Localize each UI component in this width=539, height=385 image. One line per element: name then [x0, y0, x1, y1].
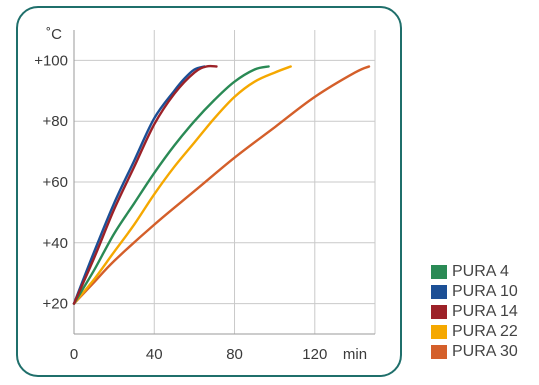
- x-tick-label: 40: [146, 346, 163, 363]
- y-axis-label: ˚C: [46, 26, 62, 43]
- y-tick-label: +60: [43, 174, 68, 191]
- series-line-pura-22: [72, 65, 292, 305]
- chart-frame: [16, 6, 402, 377]
- legend-item-pura-30: PURA 30: [431, 342, 539, 362]
- legend-label: PURA 4: [452, 263, 509, 280]
- y-tick-label: +40: [43, 235, 68, 252]
- legend-swatch: [431, 285, 447, 299]
- legend-item-pura-22: PURA 22: [431, 322, 539, 342]
- legend-label: PURA 22: [452, 323, 518, 340]
- x-tick-label: 120: [302, 346, 327, 363]
- legend-item-pura-14: PURA 14: [431, 302, 539, 322]
- legend-item-pura-10: PURA 10: [431, 282, 539, 302]
- y-tick-label: +20: [43, 296, 68, 313]
- legend-swatch: [431, 345, 447, 359]
- x-axis-label: min: [343, 346, 367, 363]
- legend-swatch: [431, 325, 447, 339]
- y-tick-label: +100: [34, 52, 68, 69]
- legend: PURA 4 PURA 10 PURA 14 PURA 22 PURA 30: [431, 262, 539, 362]
- legend-label: PURA 14: [452, 303, 518, 320]
- series-line-pura-10: [72, 65, 206, 305]
- legend-label: PURA 30: [452, 343, 518, 360]
- series-line-pura-14: [72, 64, 218, 305]
- series-line-pura-30: [72, 65, 371, 305]
- x-tick-label: 0: [70, 346, 78, 363]
- legend-item-pura-4: PURA 4: [431, 262, 539, 282]
- y-tick-label: +80: [43, 113, 68, 130]
- legend-label: PURA 10: [452, 283, 518, 300]
- legend-swatch: [431, 305, 447, 319]
- x-tick-label: 80: [226, 346, 243, 363]
- series-line-pura-4: [72, 65, 270, 305]
- legend-swatch: [431, 265, 447, 279]
